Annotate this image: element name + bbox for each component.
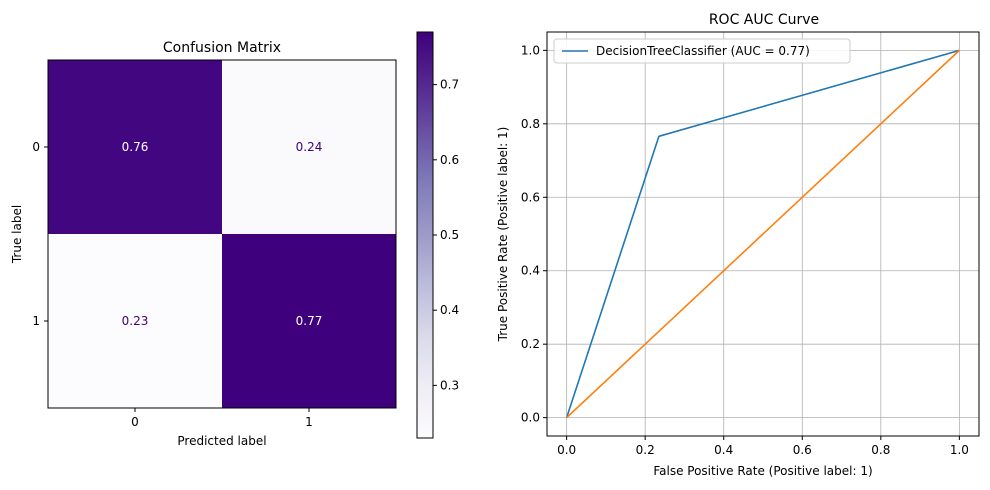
roc-x-tick-label: 0.0 [557, 443, 576, 457]
roc-x-tick-label: 0.6 [793, 443, 812, 457]
confusion-matrix-y-label: True label [10, 205, 24, 264]
colorbar: 0.3 0.4 0.5 0.6 0.7 [416, 31, 459, 439]
roc-legend-label: DecisionTreeClassifier (AUC = 0.77) [596, 44, 810, 58]
cm-y-tick-label: 1 [32, 314, 40, 328]
cm-cell-0-1 [222, 60, 397, 235]
confusion-matrix-chart: Confusion Matrix 0.76 0.24 0.23 0.77 0 1 0 1 P… [10, 40, 397, 448]
colorbar-tick-label: 0.6 [440, 153, 459, 167]
confusion-matrix-title: Confusion Matrix [163, 40, 281, 56]
cm-cell-0-0 [48, 60, 223, 235]
roc-y-tick-label: 0.6 [521, 190, 540, 204]
cm-x-tick-label: 0 [131, 415, 139, 429]
colorbar-gradient [416, 31, 434, 439]
roc-plot-frame [546, 31, 980, 437]
cm-cell-value-1-0: 0.23 [122, 314, 149, 328]
roc-x-tick-label: 0.2 [636, 443, 655, 457]
colorbar-tick-label: 0.5 [440, 228, 459, 242]
roc-y-tick-label: 1.0 [521, 43, 540, 57]
confusion-matrix-x-label: Predicted label [177, 434, 266, 448]
roc-x-label: False Positive Rate (Positive label: 1) [653, 464, 872, 478]
confusion-matrix-frame [47, 59, 397, 409]
cm-cell-value-0-1: 0.24 [296, 140, 323, 154]
roc-x-tick-label: 0.8 [871, 443, 890, 457]
cm-x-tick-label: 1 [305, 415, 313, 429]
roc-curve-line [565, 49, 960, 418]
cm-cell-1-0 [48, 234, 223, 409]
cm-cell-value-0-0: 0.76 [122, 140, 149, 154]
roc-y-tick-label: 0.2 [521, 337, 540, 351]
roc-legend-box [553, 38, 851, 64]
roc-x-tick-label: 0.4 [714, 443, 733, 457]
roc-x-tick-label: 1.0 [950, 443, 969, 457]
colorbar-tick-label: 0.4 [440, 303, 459, 317]
colorbar-tick-label: 0.3 [440, 378, 459, 392]
roc-y-tick-label: 0.0 [521, 411, 540, 425]
cm-y-tick-label: 0 [32, 140, 40, 154]
roc-y-tick-label: 0.4 [521, 264, 540, 278]
colorbar-tick-label: 0.7 [440, 78, 459, 92]
roc-y-tick-label: 0.8 [521, 117, 540, 131]
cm-cell-value-1-1: 0.77 [296, 314, 323, 328]
roc-title: ROC AUC Curve [709, 12, 819, 28]
chance-diagonal-line [566, 49, 960, 419]
roc-y-label: True Positive Rate (Positive label: 1) [496, 127, 510, 343]
roc-curve-chart: ROC AUC Curve 0.0 0.2 0.4 0.6 0.8 1.0 0.0 0.2 0.… [496, 12, 980, 478]
roc-legend: DecisionTreeClassifier (AUC = 0.77) [553, 38, 851, 64]
cm-cell-1-1 [222, 234, 397, 409]
